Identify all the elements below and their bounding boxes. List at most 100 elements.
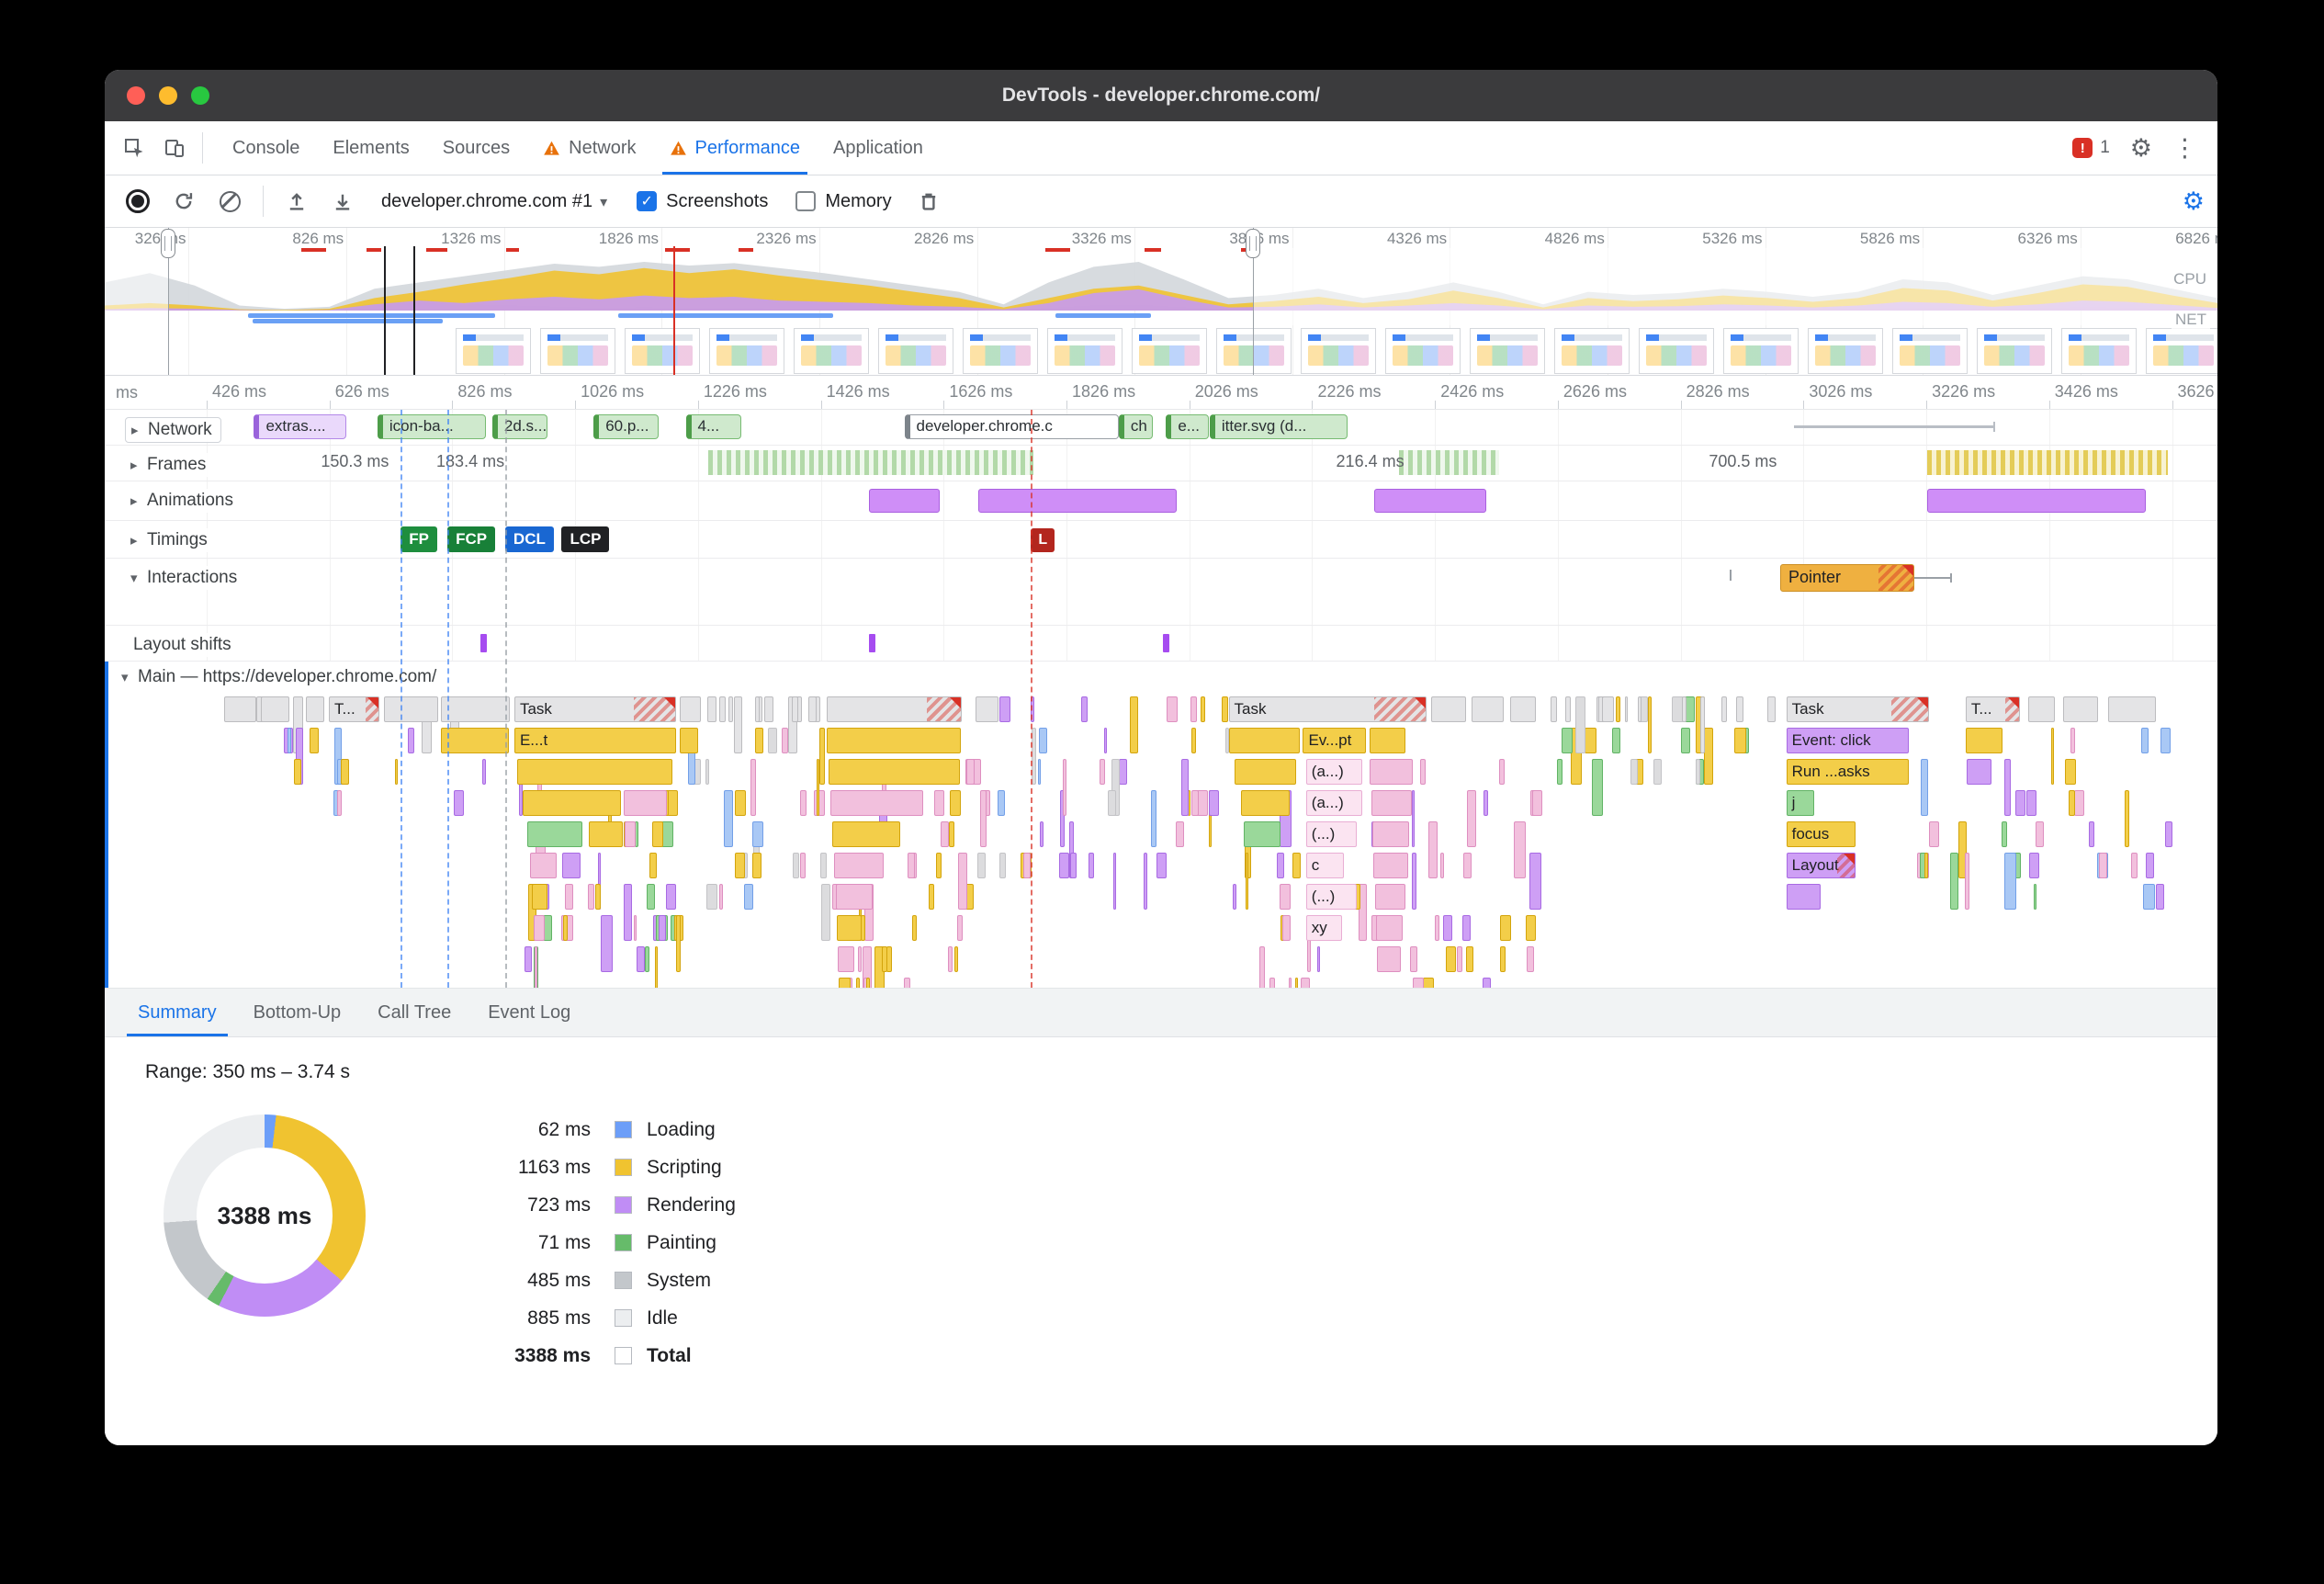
tab-performance[interactable]: Performance xyxy=(653,121,818,175)
flame-bar[interactable] xyxy=(856,978,860,988)
flame-bar[interactable]: Task xyxy=(513,696,676,722)
network-request[interactable]: extras.... xyxy=(254,414,346,439)
flame-bar[interactable] xyxy=(1435,915,1440,941)
flame-bar[interactable] xyxy=(2026,790,2036,816)
flame-bar[interactable] xyxy=(1292,853,1302,878)
flame-bar[interactable] xyxy=(1166,696,1178,722)
flame-bar[interactable] xyxy=(950,790,961,816)
flame-bar[interactable] xyxy=(807,696,818,722)
flame-bar[interactable] xyxy=(1700,696,1706,753)
flame-bar[interactable] xyxy=(1269,978,1276,988)
timing-badge-fp[interactable]: FP xyxy=(400,526,437,552)
flame-bar[interactable] xyxy=(1653,759,1662,785)
flame-bar[interactable]: Event: click xyxy=(1786,728,1910,753)
flame-bar[interactable] xyxy=(2099,853,2107,878)
network-request[interactable]: 4... xyxy=(685,414,741,439)
flame-bar[interactable]: T... xyxy=(329,696,379,722)
filmstrip-screenshot[interactable] xyxy=(1131,328,1207,374)
filmstrip-screenshot[interactable] xyxy=(793,328,869,374)
flame-bar[interactable] xyxy=(517,759,672,785)
flame-bar[interactable] xyxy=(1472,696,1505,722)
flame-bar[interactable] xyxy=(224,696,257,722)
flame-bar[interactable] xyxy=(706,884,717,910)
flame-bar[interactable] xyxy=(706,696,717,722)
flame-bar[interactable] xyxy=(623,790,667,816)
interactions-track-label[interactable]: Interactions xyxy=(125,566,246,590)
flame-bar[interactable] xyxy=(1371,790,1412,816)
layout-shifts-track-label[interactable]: Layout shifts xyxy=(125,633,240,657)
filmstrip-screenshot[interactable] xyxy=(455,328,531,374)
settings-gear-icon[interactable]: ⚙ xyxy=(2129,133,2152,162)
flame-bar[interactable] xyxy=(1456,946,1462,972)
flame-bar[interactable] xyxy=(624,821,636,847)
screenshots-checkbox[interactable]: Screenshots xyxy=(637,191,768,212)
flame-bar[interactable] xyxy=(1180,759,1190,816)
flame-bar[interactable] xyxy=(705,759,709,785)
flame-bar[interactable] xyxy=(407,728,415,753)
flame-bar[interactable] xyxy=(998,853,1006,878)
flame-bar[interactable] xyxy=(956,915,964,941)
network-request-line[interactable] xyxy=(1794,422,1995,432)
flame-bar[interactable] xyxy=(1766,696,1777,722)
flame-bar[interactable] xyxy=(2028,853,2040,878)
inspect-element-icon[interactable] xyxy=(114,128,154,168)
flame-bar[interactable] xyxy=(1681,728,1691,753)
flame-bar[interactable] xyxy=(1965,853,1970,910)
flame-bar[interactable] xyxy=(2034,884,2037,910)
flame-bar[interactable] xyxy=(827,728,962,753)
flame-bar[interactable] xyxy=(659,915,667,941)
flame-bar[interactable] xyxy=(728,696,733,722)
flame-bar[interactable] xyxy=(649,853,658,878)
flame-bar[interactable] xyxy=(754,696,761,722)
flame-bar[interactable] xyxy=(999,696,1010,722)
flame-bar[interactable] xyxy=(1039,728,1047,753)
network-request[interactable]: ch xyxy=(1118,414,1154,439)
flame-bar[interactable] xyxy=(1108,790,1117,816)
record-button[interactable] xyxy=(118,181,158,221)
flame-bar[interactable] xyxy=(800,853,806,878)
flame-bar[interactable] xyxy=(1372,821,1410,847)
flame-bar[interactable] xyxy=(1111,759,1120,816)
flame-bar[interactable] xyxy=(654,946,658,988)
timeline-overview[interactable]: 326 ms 826 ms 1326 ms 1826 ms 2326 ms 2826 ms… xyxy=(105,228,2217,376)
flame-bar[interactable] xyxy=(782,728,789,753)
filmstrip-screenshot[interactable] xyxy=(1722,328,1799,374)
timing-badge-dcl[interactable]: DCL xyxy=(504,526,554,552)
flame-bar[interactable] xyxy=(1411,853,1417,910)
drawer-tab-bottom-up[interactable]: Bottom-Up xyxy=(253,1001,342,1023)
flame-bar[interactable] xyxy=(2124,790,2130,847)
flame-bar[interactable] xyxy=(767,728,777,753)
flame-bar[interactable] xyxy=(1100,759,1105,785)
flame-bar[interactable] xyxy=(679,728,698,753)
flame-bar[interactable] xyxy=(1031,696,1035,722)
tab-elements[interactable]: Elements xyxy=(316,121,425,175)
flame-bar[interactable] xyxy=(1059,853,1070,878)
flame-bar[interactable] xyxy=(936,853,942,878)
flame-bar[interactable] xyxy=(1228,728,1301,753)
clear-recording-button[interactable] xyxy=(209,181,250,221)
flame-bar[interactable] xyxy=(2070,728,2076,753)
flame-bar[interactable] xyxy=(394,759,399,785)
flame-bar[interactable] xyxy=(524,946,532,972)
animations-track-label[interactable]: Animations xyxy=(125,489,242,513)
flame-bar[interactable] xyxy=(441,696,511,722)
flame-bar[interactable] xyxy=(441,728,509,753)
drawer-tab-call-tree[interactable]: Call Tree xyxy=(378,1001,452,1023)
flame-bar[interactable] xyxy=(838,978,851,988)
flame-bar[interactable]: j xyxy=(1786,790,1815,816)
flame-bar[interactable] xyxy=(1527,946,1535,972)
layout-shift-marker[interactable] xyxy=(479,634,487,652)
flame-bar[interactable] xyxy=(1929,821,1940,847)
flame-bar[interactable] xyxy=(384,696,439,722)
flame-bar[interactable] xyxy=(1483,978,1491,988)
flame-bar[interactable] xyxy=(1409,946,1418,972)
flame-bar[interactable] xyxy=(1720,696,1728,722)
flame-bar[interactable] xyxy=(1103,728,1108,753)
timings-track-label[interactable]: Timings xyxy=(125,528,216,552)
animation-bar[interactable] xyxy=(1927,489,2147,513)
flame-bar[interactable] xyxy=(1190,728,1196,753)
flame-bar[interactable] xyxy=(623,884,633,941)
flame-bar[interactable] xyxy=(1224,728,1230,753)
flame-bar[interactable] xyxy=(1483,790,1489,816)
flame-bar[interactable]: (...) xyxy=(1305,884,1357,910)
